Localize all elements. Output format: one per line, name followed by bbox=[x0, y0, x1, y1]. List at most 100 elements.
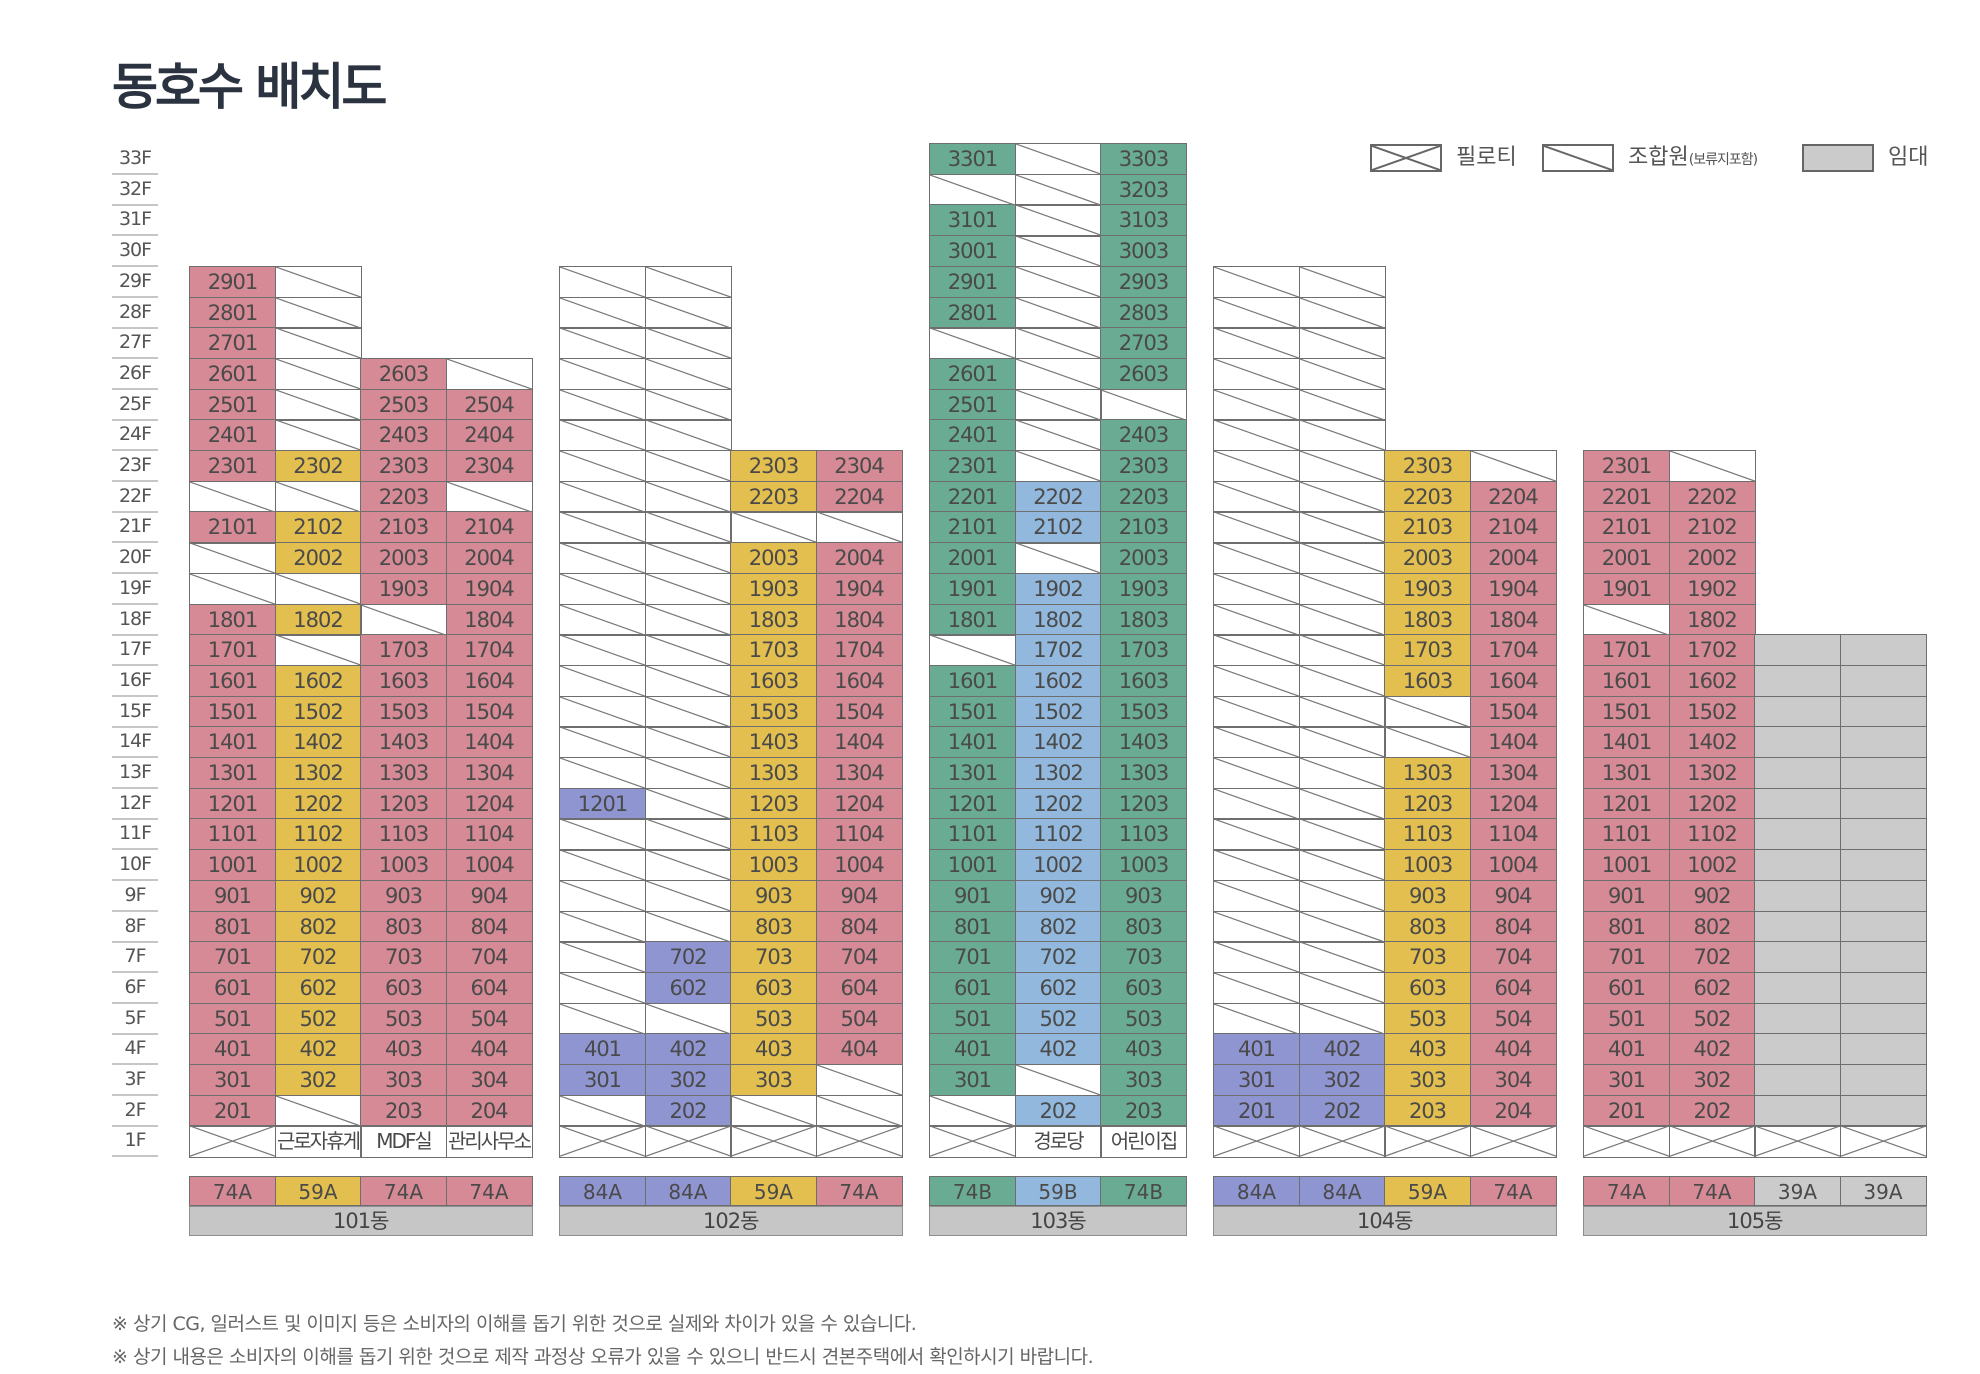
unit-number: 203 bbox=[1408, 1098, 1447, 1123]
unit-cell: 1804 bbox=[445, 603, 533, 636]
member-diagonal bbox=[447, 359, 532, 389]
unit-cell: 804 bbox=[1469, 910, 1557, 943]
unit-cell: 3003 bbox=[1100, 235, 1187, 268]
unit-cell: 602 bbox=[1014, 971, 1102, 1005]
unit-number: 2301 bbox=[207, 454, 258, 478]
unit-number: 1703 bbox=[378, 638, 429, 663]
facility-label: 어린이집 bbox=[1110, 1129, 1179, 1154]
floor-label: 21F bbox=[112, 511, 158, 544]
unit-cell: 2202 bbox=[1668, 480, 1756, 513]
unit-cell: 1403 bbox=[1100, 726, 1187, 759]
unit-cell: 604 bbox=[445, 971, 533, 1005]
unit-cell: 503 bbox=[360, 1002, 447, 1035]
unit-number: 1102 bbox=[1687, 822, 1737, 847]
unit-number: 704 bbox=[840, 945, 878, 970]
unit-cell: 701 bbox=[1583, 941, 1670, 974]
unit-cell: 1601 bbox=[1583, 664, 1670, 698]
unit-cell: 701 bbox=[929, 941, 1016, 974]
unit-number: 403 bbox=[1124, 1037, 1163, 1062]
floor-label: 4F bbox=[112, 1033, 158, 1066]
unit-number: 1802 bbox=[293, 607, 343, 632]
unit-cell: 802 bbox=[1014, 910, 1102, 943]
unit-number: 2202 bbox=[1033, 484, 1083, 509]
unit-number: 1504 bbox=[464, 699, 514, 724]
member-cell bbox=[559, 511, 646, 544]
unit-number: 1304 bbox=[464, 761, 514, 785]
pilotis-cell bbox=[929, 1125, 1016, 1158]
floor-label: 11F bbox=[112, 818, 158, 851]
unit-cell: 1003 bbox=[360, 849, 447, 882]
unit-number: 2303 bbox=[1118, 454, 1169, 478]
member-cell bbox=[1298, 818, 1386, 851]
unit-number: 1704 bbox=[464, 638, 514, 663]
page-title: 동호수 배치도 bbox=[112, 58, 387, 116]
unit-cell: 1402 bbox=[1014, 726, 1102, 759]
unit-number: 2303 bbox=[378, 454, 429, 478]
unit-number: 1702 bbox=[1687, 638, 1737, 663]
unit-cell: 602 bbox=[1668, 971, 1756, 1005]
unit-type-cell: 74B bbox=[929, 1176, 1016, 1206]
member-cell bbox=[1298, 296, 1386, 329]
unit-cell: 1903 bbox=[1384, 572, 1471, 605]
unit-cell: 1804 bbox=[1469, 603, 1557, 636]
unit-number: 802 bbox=[1693, 914, 1731, 939]
unit-number: 1202 bbox=[1687, 791, 1737, 816]
unit-cell: 3101 bbox=[929, 204, 1016, 237]
unit-number: 1603 bbox=[378, 668, 429, 693]
unit-number: 1602 bbox=[1687, 668, 1737, 693]
member-diagonal bbox=[731, 1096, 816, 1126]
unit-cell: 1404 bbox=[445, 726, 533, 759]
unit-number: 1903 bbox=[1402, 576, 1453, 601]
unit-cell: 703 bbox=[360, 941, 447, 974]
unit-cell: 1602 bbox=[274, 664, 362, 698]
unit-number: 1002 bbox=[293, 853, 343, 878]
unit-number: 1003 bbox=[748, 853, 799, 878]
unit-number: 801 bbox=[213, 914, 252, 939]
unit-number: 1402 bbox=[293, 730, 343, 755]
floor-label: 6F bbox=[112, 972, 158, 1004]
unit-cell: 2501 bbox=[189, 388, 276, 421]
unit-cell: 2201 bbox=[929, 480, 1016, 513]
unit-number: 1103 bbox=[1118, 822, 1169, 847]
floor-label: 10F bbox=[112, 849, 158, 882]
unit-number: 1801 bbox=[207, 607, 258, 632]
member-diagonal bbox=[560, 881, 645, 911]
rental-cell bbox=[1839, 971, 1927, 1005]
member-cell bbox=[644, 450, 732, 483]
member-cell bbox=[189, 542, 276, 575]
unit-number: 301 bbox=[583, 1068, 622, 1092]
unit-cell: 1203 bbox=[1384, 787, 1471, 820]
unit-cell: 1104 bbox=[1469, 818, 1557, 851]
member-diagonal bbox=[646, 390, 731, 420]
unit-number: 304 bbox=[1494, 1068, 1532, 1092]
unit-number: 1202 bbox=[293, 791, 343, 816]
unit-number: 3001 bbox=[947, 239, 998, 264]
unit-number: 1604 bbox=[1488, 668, 1538, 693]
unit-cell: 401 bbox=[1213, 1033, 1300, 1066]
unit-cell: 304 bbox=[445, 1064, 533, 1097]
rental-cell bbox=[1839, 757, 1927, 790]
unit-number: 1701 bbox=[207, 638, 258, 663]
unit-cell: 301 bbox=[559, 1064, 646, 1097]
unit-cell: 3001 bbox=[929, 235, 1016, 268]
member-cell bbox=[1298, 388, 1386, 421]
member-diagonal bbox=[560, 666, 645, 696]
member-cell bbox=[1298, 265, 1386, 298]
unit-cell: 601 bbox=[1583, 971, 1670, 1005]
member-cell bbox=[559, 1094, 646, 1127]
member-cell bbox=[1014, 450, 1102, 483]
unit-type-cell: 84A bbox=[1213, 1176, 1300, 1206]
unit-number: 1401 bbox=[207, 730, 258, 755]
pilotis-cell bbox=[644, 1125, 732, 1158]
unit-number: 1201 bbox=[1601, 791, 1652, 816]
member-diagonal bbox=[930, 175, 1015, 205]
unit-number: 502 bbox=[299, 1006, 337, 1031]
member-cell bbox=[929, 173, 1016, 206]
unit-cell: 201 bbox=[189, 1094, 276, 1127]
unit-number: 601 bbox=[953, 975, 992, 1000]
unit-cell: 603 bbox=[360, 971, 447, 1005]
unit-number: 1101 bbox=[947, 822, 998, 847]
member-cell bbox=[1213, 327, 1300, 360]
unit-cell: 1602 bbox=[1668, 664, 1756, 698]
unit-number: 2304 bbox=[834, 454, 884, 478]
